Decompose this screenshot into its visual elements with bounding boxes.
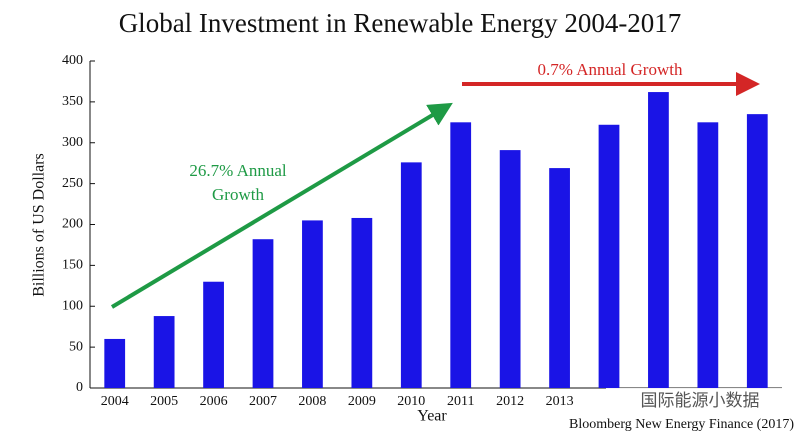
- source: Bloomberg New Energy Finance (2017): [569, 417, 794, 432]
- plot: 0 50 100 150 200 250 300 350 400 2004 2005 2006 2007…: [62, 53, 782, 409]
- bar: [153, 316, 175, 388]
- x-tick-label: 2004: [101, 394, 129, 409]
- y-tick-label: 300: [62, 135, 83, 150]
- bar: [252, 239, 274, 388]
- chart-title: Global Investment in Renewable Energy 20…: [119, 8, 682, 38]
- y-tick-label: 250: [62, 176, 83, 191]
- bar: [499, 150, 521, 388]
- x-tick-label: 2012: [496, 394, 524, 409]
- x-tick-label: 2008: [298, 394, 326, 409]
- x-tick-label: 2013: [546, 394, 574, 409]
- x-tick-label: 2006: [200, 394, 228, 409]
- bar: [648, 92, 669, 388]
- x-axis-label: Year: [417, 408, 447, 425]
- x-tick-label: 2011: [447, 394, 474, 409]
- green-arrow: [110, 102, 453, 309]
- y-tick-label: 50: [69, 339, 83, 354]
- annotation: Growth: [212, 185, 264, 204]
- x-tick-label: 2007: [249, 394, 277, 409]
- bar: [400, 162, 422, 388]
- bar: [697, 122, 719, 388]
- bar: [302, 220, 323, 388]
- bar: [351, 217, 373, 388]
- bar: [203, 281, 224, 388]
- bar: [104, 338, 126, 388]
- watermark: 国际能源小数据: [641, 391, 760, 411]
- bar: [746, 114, 768, 388]
- annotation: 26.7% Annual: [189, 161, 287, 180]
- y-tick-label: 100: [62, 298, 83, 313]
- watermark-bg: [606, 388, 786, 412]
- y-axis-label: Billions of US Dollars: [31, 153, 48, 297]
- bar: [549, 168, 570, 388]
- x-tick-label: 2005: [150, 394, 178, 409]
- y-tick-label: 200: [62, 217, 83, 232]
- x-tick-label: 2010: [397, 394, 425, 409]
- bar: [598, 124, 620, 388]
- annotation: 0.7% Annual Growth: [538, 60, 683, 79]
- y-tick-label: 350: [62, 94, 83, 109]
- x-tick-label: 2009: [348, 394, 376, 409]
- bar: [450, 122, 472, 388]
- y-tick-label: 150: [62, 258, 83, 273]
- y-tick-label: 0: [76, 380, 83, 395]
- y-tick-label: 400: [62, 53, 83, 68]
